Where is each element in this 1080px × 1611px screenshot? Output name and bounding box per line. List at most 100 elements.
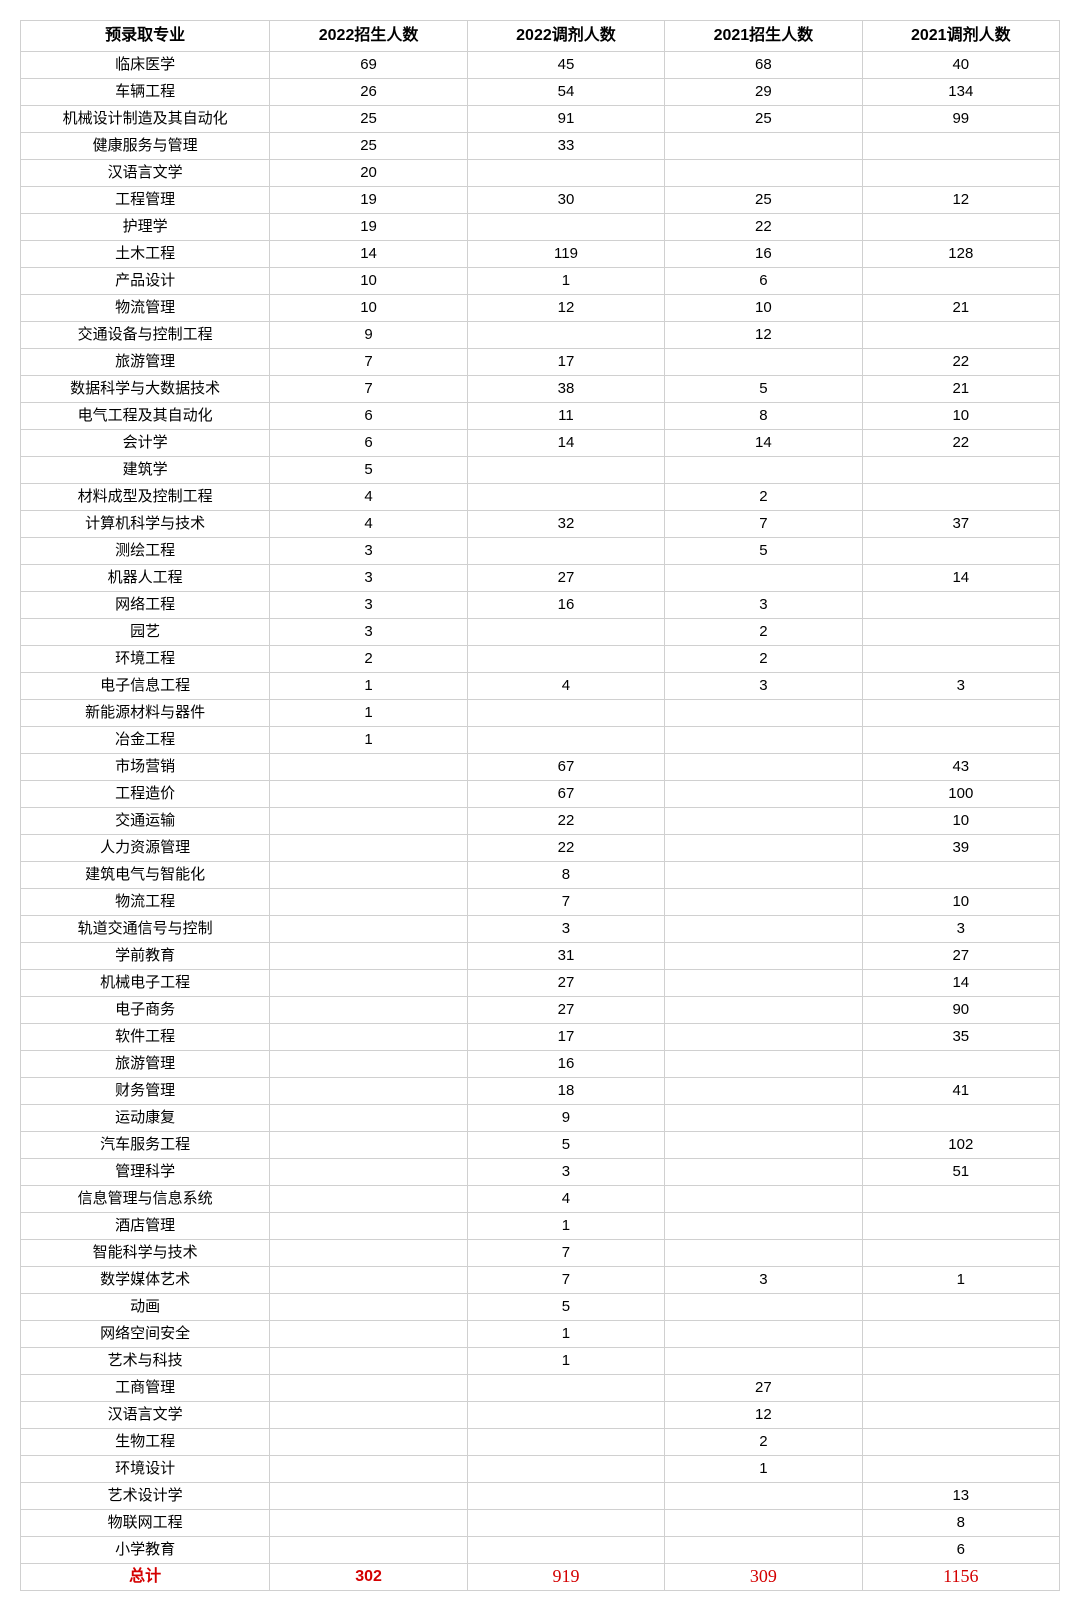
table-cell [665,916,862,943]
table-cell: 51 [862,1159,1059,1186]
table-cell [862,1051,1059,1078]
table-row: 旅游管理16 [21,1051,1060,1078]
table-cell: 工程管理 [21,187,270,214]
table-cell: 25 [665,106,862,133]
table-cell: 16 [665,241,862,268]
table-row: 环境工程22 [21,646,1060,673]
table-cell [862,1213,1059,1240]
table-row: 软件工程1735 [21,1024,1060,1051]
table-cell [467,1456,664,1483]
table-row: 管理科学351 [21,1159,1060,1186]
table-cell [270,1078,467,1105]
table-cell [467,160,664,187]
table-row: 机械电子工程2714 [21,970,1060,997]
table-cell: 18 [467,1078,664,1105]
table-cell [467,1429,664,1456]
table-cell: 酒店管理 [21,1213,270,1240]
table-cell [862,592,1059,619]
table-row: 艺术与科技1 [21,1348,1060,1375]
table-cell [665,1024,862,1051]
table-cell: 运动康复 [21,1105,270,1132]
table-cell [270,1375,467,1402]
table-cell [270,1240,467,1267]
table-cell: 软件工程 [21,1024,270,1051]
table-cell: 35 [862,1024,1059,1051]
table-cell: 2 [665,484,862,511]
table-cell [467,619,664,646]
table-cell: 14 [862,565,1059,592]
table-cell [467,214,664,241]
table-cell: 网络空间安全 [21,1321,270,1348]
col-header-enroll2021: 2021招生人数 [665,21,862,52]
table-row: 轨道交通信号与控制33 [21,916,1060,943]
total-enroll2021: 309 [665,1564,862,1591]
table-body: 临床医学69456840车辆工程265429134机械设计制造及其自动化2591… [21,52,1060,1564]
table-cell: 旅游管理 [21,1051,270,1078]
table-cell: 2 [270,646,467,673]
table-cell [862,1402,1059,1429]
table-cell [467,1537,664,1564]
table-cell: 产品设计 [21,268,270,295]
table-cell: 1 [270,727,467,754]
table-cell: 网络工程 [21,592,270,619]
admissions-table: 预录取专业 2022招生人数 2022调剂人数 2021招生人数 2021调剂人… [20,20,1060,1591]
table-cell [665,160,862,187]
table-cell: 41 [862,1078,1059,1105]
table-cell: 7 [467,1267,664,1294]
table-row: 机器人工程32714 [21,565,1060,592]
table-row: 信息管理与信息系统4 [21,1186,1060,1213]
table-cell: 人力资源管理 [21,835,270,862]
table-cell: 4 [467,1186,664,1213]
table-row: 工程造价67100 [21,781,1060,808]
table-row: 汉语言文学20 [21,160,1060,187]
table-cell [665,1051,862,1078]
table-cell: 4 [467,673,664,700]
table-cell [862,1240,1059,1267]
table-cell [665,1348,862,1375]
table-cell [665,1321,862,1348]
table-cell: 艺术与科技 [21,1348,270,1375]
table-cell: 14 [270,241,467,268]
table-cell: 67 [467,754,664,781]
table-row: 数学媒体艺术731 [21,1267,1060,1294]
table-row: 会计学6141422 [21,430,1060,457]
table-cell [862,700,1059,727]
table-cell: 22 [862,349,1059,376]
table-cell: 动画 [21,1294,270,1321]
table-row: 汽车服务工程5102 [21,1132,1060,1159]
table-cell [467,1510,664,1537]
table-cell: 环境设计 [21,1456,270,1483]
col-header-major: 预录取专业 [21,21,270,52]
table-cell: 11 [467,403,664,430]
table-row: 电子信息工程1433 [21,673,1060,700]
table-cell [862,646,1059,673]
table-cell: 27 [467,997,664,1024]
table-cell [665,1294,862,1321]
table-cell: 119 [467,241,664,268]
table-cell: 土木工程 [21,241,270,268]
table-cell: 99 [862,106,1059,133]
table-cell [270,1510,467,1537]
table-row: 土木工程1411916128 [21,241,1060,268]
table-cell: 10 [270,295,467,322]
table-cell: 6 [270,403,467,430]
table-cell: 机器人工程 [21,565,270,592]
table-cell: 5 [665,376,862,403]
table-row: 汉语言文学12 [21,1402,1060,1429]
table-cell: 物流管理 [21,295,270,322]
table-cell [862,727,1059,754]
col-header-enroll2022: 2022招生人数 [270,21,467,52]
table-cell [270,1321,467,1348]
table-cell: 3 [270,619,467,646]
table-cell [665,835,862,862]
table-cell [665,808,862,835]
table-cell: 14 [467,430,664,457]
table-cell [665,1159,862,1186]
table-cell: 30 [467,187,664,214]
table-cell: 市场营销 [21,754,270,781]
table-cell: 3 [467,916,664,943]
table-cell: 4 [270,511,467,538]
table-row: 工程管理19302512 [21,187,1060,214]
table-cell [270,889,467,916]
table-cell: 3 [665,673,862,700]
